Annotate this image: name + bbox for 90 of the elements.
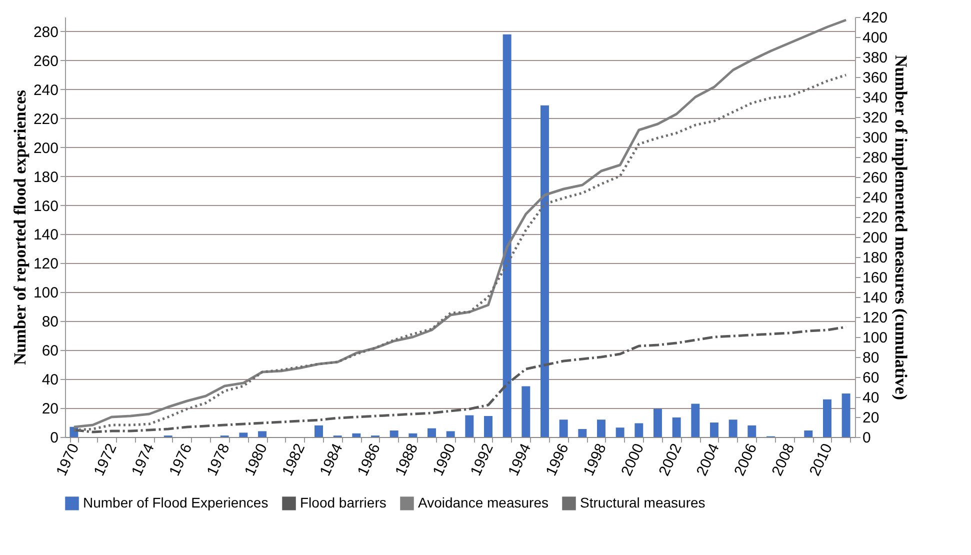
legend-label: Structural measures (580, 494, 706, 510)
y-tick-label: 20 (42, 400, 58, 418)
bar (314, 425, 323, 437)
y-tick-label: 180 (33, 168, 58, 186)
y2-tick-label: 220 (862, 210, 888, 226)
bar (446, 431, 455, 437)
y2-tick-label: 240 (862, 190, 888, 206)
bar (728, 420, 738, 437)
y2-tick-label: 320 (862, 110, 888, 126)
y2-axis-title: Number of implemented measures (cumulative) (892, 55, 911, 400)
x-tick-label: 2006 (731, 441, 761, 479)
x-tick-label: 1994 (505, 441, 535, 479)
bar (616, 428, 624, 437)
bar (465, 415, 474, 437)
y2-tick-label: 180 (862, 250, 888, 266)
y-tick-label: 160 (33, 198, 58, 215)
y2-tick-label: 40 (862, 390, 880, 406)
y-tick-label: 260 (33, 52, 58, 70)
y2-tick-label: 260 (862, 170, 888, 186)
y2-tick-label: 140 (862, 290, 888, 306)
bar (748, 425, 756, 437)
x-tick-label: 1972 (90, 441, 120, 479)
y-tick-label: 100 (33, 284, 58, 302)
y2-tick-label: 340 (862, 90, 888, 106)
x-tick-label: 2008 (768, 441, 798, 479)
bar (842, 394, 850, 437)
y-tick-label: 40 (42, 372, 58, 389)
bar (654, 408, 662, 437)
legend-label: Avoidance measures (418, 494, 548, 510)
x-tick-label: 1974 (128, 441, 158, 479)
x-tick-label: 1992 (467, 441, 497, 479)
bar (691, 404, 700, 437)
y-tick-label: 240 (33, 82, 58, 99)
bar (597, 420, 606, 437)
y-axis-title: Number of reported flood experiences (10, 90, 30, 366)
y2-tick-label: 300 (862, 130, 888, 146)
bar (710, 422, 718, 437)
bar (822, 399, 832, 437)
y-tick-label: 120 (33, 256, 58, 273)
x-tick-label: 1988 (392, 441, 422, 479)
bar (258, 431, 266, 437)
bar (522, 386, 530, 437)
x-tick-label: 2000 (618, 441, 648, 479)
x-tick-label: 1986 (354, 441, 384, 479)
bar (502, 34, 512, 437)
y2-tick-label: 160 (862, 270, 888, 286)
y2-tick-label: 20 (862, 410, 880, 426)
y2-tick-label: 420 (862, 10, 888, 26)
y2-tick-label: 380 (862, 50, 888, 66)
x-tick-label: 1980 (241, 441, 271, 479)
bar (352, 433, 361, 437)
bar (484, 416, 492, 437)
y2-tick-label: 200 (862, 230, 888, 246)
bar (559, 420, 568, 437)
y-tick-label: 60 (42, 342, 58, 360)
bar (239, 432, 248, 437)
x-tick-label: 2010 (806, 441, 836, 479)
x-tick-label: 2004 (693, 441, 723, 479)
y-tick-label: 0 (50, 430, 58, 446)
x-tick-label: 1978 (204, 441, 234, 479)
y2-tick-label: 400 (862, 30, 888, 46)
y2-tick-label: 280 (862, 150, 888, 166)
y-tick-label: 140 (33, 226, 58, 244)
y-tick-label: 280 (33, 24, 58, 41)
x-tick-label: 1976 (166, 441, 196, 479)
legend-label: Number of Flood Experiences (83, 494, 268, 510)
y2-tick-label: 360 (862, 70, 888, 86)
x-tick-label: 1984 (316, 441, 346, 479)
y-tick-label: 220 (33, 110, 58, 128)
x-tick-label: 1982 (279, 441, 309, 479)
bar (634, 423, 644, 437)
bar (540, 105, 549, 437)
x-tick-label: 2002 (656, 441, 686, 479)
y2-tick-label: 60 (862, 370, 880, 386)
y2-tick-label: 80 (862, 350, 880, 366)
bar (578, 429, 587, 437)
bar (428, 428, 436, 437)
y2-tick-label: 0 (862, 430, 871, 446)
x-tick-label: 1996 (542, 441, 572, 479)
x-tick-label: 1990 (430, 441, 460, 479)
legend-label: Flood barriers (300, 494, 386, 510)
y2-tick-label: 120 (862, 310, 888, 326)
y-tick-label: 80 (42, 314, 58, 331)
bar (390, 430, 398, 437)
y2-tick-label: 100 (862, 330, 888, 346)
bar (804, 430, 813, 437)
bar (672, 417, 681, 437)
bar (408, 433, 418, 437)
x-tick-label: 1998 (580, 441, 610, 479)
y-tick-label: 200 (33, 140, 58, 157)
